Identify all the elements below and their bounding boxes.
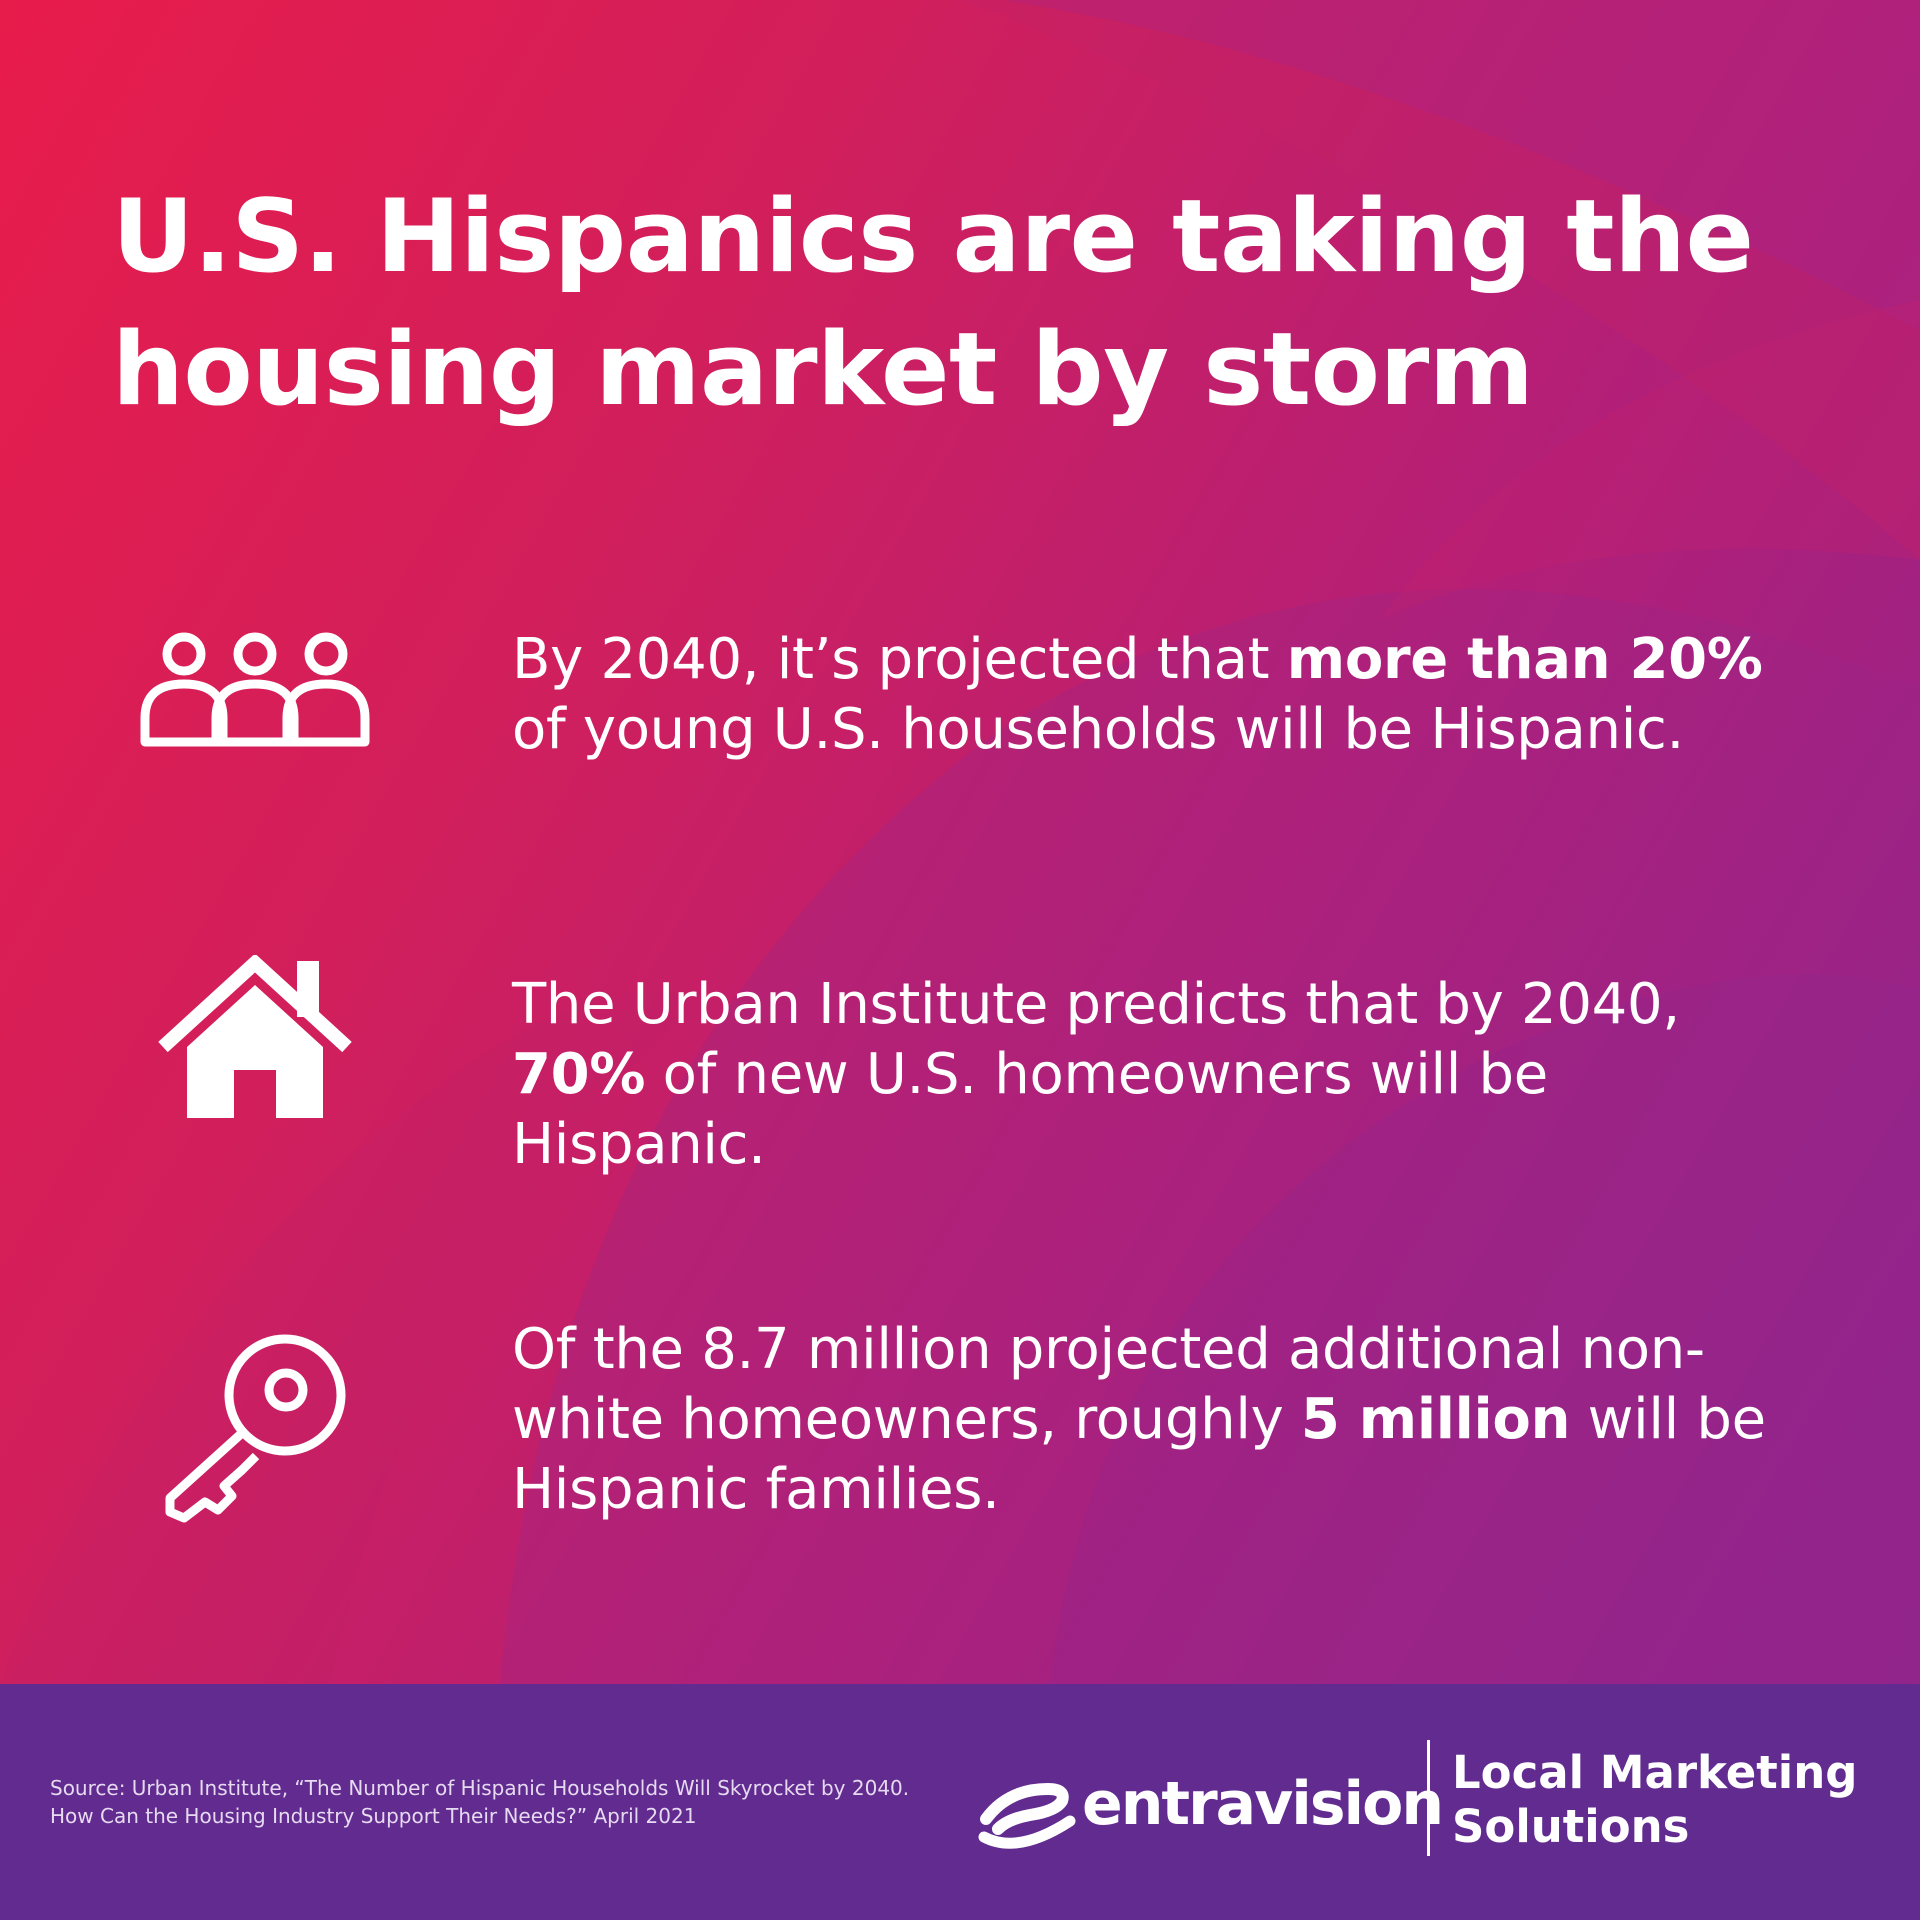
brand-tagline-line-1: Local Marketing [1452, 1746, 1858, 1799]
people-group-icon [140, 632, 370, 747]
brand-name: entravision [1082, 1769, 1444, 1839]
entravision-logo-icon [978, 1782, 1076, 1849]
stat-1-highlight: more than 20% [1286, 627, 1763, 692]
stat-1-text: By 2040, it’s projected that [512, 627, 1287, 692]
key-icon [165, 1334, 346, 1523]
stat-3-text-end: will be Hispanic families. [512, 1387, 1766, 1522]
stat-hispanic-families: Of the 8.7 million projected additional … [512, 1315, 1812, 1525]
stat-2-text-end: of new U.S. homeowners will be Hispanic. [512, 1042, 1548, 1177]
source-citation: Source: Urban Institute, “The Number of … [50, 1774, 950, 1830]
stat-new-homeowners: The Urban Institute predicts that by 204… [512, 970, 1812, 1180]
stat-2-highlight: 70% [512, 1042, 646, 1107]
brand-tagline-line-2: Solutions [1452, 1800, 1690, 1853]
stat-young-households: By 2040, it’s projected that more than 2… [512, 625, 1812, 765]
page-title: U.S. Hispanics are taking the housing ma… [112, 170, 1832, 436]
title-line-2: housing market by storm [112, 310, 1534, 428]
source-line-1: Source: Urban Institute, “The Number of … [50, 1776, 910, 1800]
title-line-1: U.S. Hispanics are taking the [112, 177, 1754, 295]
brand-tagline: Local Marketing Solutions [1452, 1746, 1892, 1854]
source-line-2: How Can the Housing Industry Support The… [50, 1804, 697, 1828]
stat-3-highlight: 5 million [1300, 1387, 1571, 1452]
stat-3-text: Of the 8.7 million projected additional … [512, 1317, 1705, 1452]
stat-2-text: The Urban Institute predicts that by 204… [512, 972, 1680, 1037]
footer-bar: Source: Urban Institute, “The Number of … [0, 1684, 1920, 1920]
house-icon [158, 955, 352, 1118]
stat-1-text-end: of young U.S. households will be Hispani… [512, 697, 1684, 762]
brand-divider [1427, 1740, 1430, 1856]
